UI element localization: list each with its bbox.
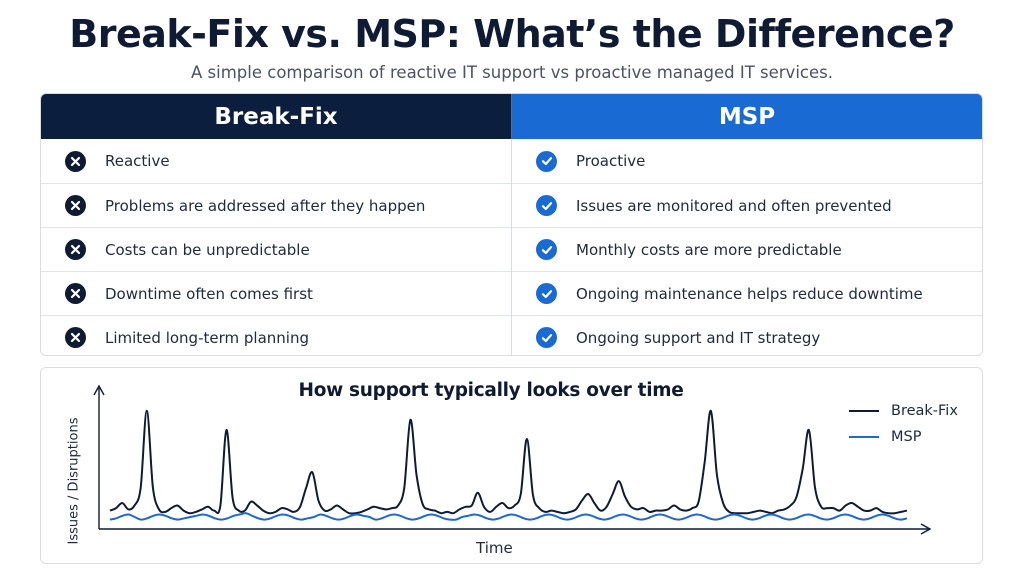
chart-canvas [93,384,932,535]
break-fix-header: Break-Fix [41,94,512,139]
table-row: Limited long-term planning [41,315,511,355]
x-circle-icon [65,283,86,304]
check-circle-icon [536,150,557,172]
legend-item-break-fix: Break-Fix [849,398,958,424]
row-text: Downtime often comes first [105,284,313,303]
series-line-break-fix [109,409,908,515]
row-text: Problems are addressed after they happen [105,196,426,215]
msp-header: MSP [512,94,982,139]
x-axis-arrow [920,523,932,535]
check-circle-icon [536,327,557,348]
row-text: Ongoing maintenance helps reduce downtim… [576,284,923,303]
check-circle-icon [536,239,557,260]
support-over-time-chart: How support typically looks over time Is… [40,367,983,564]
table-row: Costs can be unpredictable [41,227,511,271]
legend-item-msp: MSP [849,424,958,450]
table-row: Downtime often comes first [41,271,511,315]
break-fix-column: Reactive Problems are addressed after the… [41,139,512,355]
table-row: Proactive [512,139,982,183]
legend-swatch-break-fix [849,410,879,412]
legend-swatch-msp [849,436,879,438]
y-axis-arrow [93,384,105,396]
legend-label-break-fix: Break-Fix [891,403,958,419]
table-row: Ongoing maintenance helps reduce downtim… [512,271,982,315]
y-axis-label-box: Issues / Disruptions [64,418,84,545]
page-subtitle: A simple comparison of reactive IT suppo… [191,63,833,82]
table-row: Monthly costs are more predictable [512,227,982,271]
series-line-msp [109,512,908,521]
row-text: Proactive [576,152,646,170]
table-row: Issues are monitored and often prevented [512,183,982,227]
msp-column: Proactive Issues are monitored and often … [512,139,982,355]
check-circle-icon [536,283,557,304]
row-text: Ongoing support and IT strategy [576,328,821,347]
x-circle-icon [65,327,86,348]
table-body: Reactive Problems are addressed after the… [41,139,982,355]
row-text: Reactive [105,152,170,170]
table-row: Ongoing support and IT strategy [512,315,982,355]
chart-legend: Break-Fix MSP [849,398,958,450]
x-axis-label: Time [476,539,513,557]
x-circle-icon [65,195,86,216]
comparison-table: Break-Fix MSP Reactive Problems are addre… [40,93,983,356]
page-title: Break-Fix vs. MSP: What’s the Difference… [69,12,955,56]
table-row: Problems are addressed after they happen [41,183,511,227]
row-text: Costs can be unpredictable [105,240,310,259]
table-header: Break-Fix MSP [41,94,982,139]
check-circle-icon [536,195,557,216]
x-circle-icon [65,150,86,172]
y-axis-label: Issues / Disruptions [66,417,82,545]
x-circle-icon [65,239,86,260]
chart-title: How support typically looks over time [298,380,684,401]
row-text: Monthly costs are more predictable [576,240,842,259]
row-text: Limited long-term planning [105,328,309,347]
legend-label-msp: MSP [891,429,922,445]
row-text: Issues are monitored and often prevented [576,196,892,215]
table-row: Reactive [41,139,511,183]
